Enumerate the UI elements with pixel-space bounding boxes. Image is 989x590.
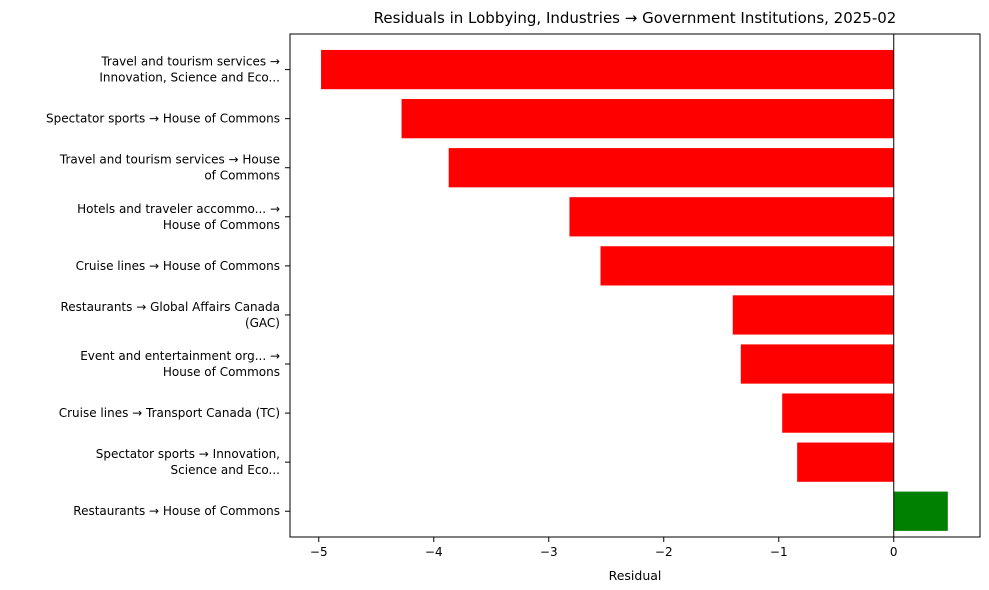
y-tick-label-line: Event and entertainment org... → <box>80 349 280 363</box>
y-tick-label-line: Hotels and traveler accommo... → <box>77 202 280 216</box>
bar-9 <box>893 491 948 531</box>
x-tick-label-5: 0 <box>890 545 898 559</box>
y-tick-label-4: Cruise lines → House of Commons <box>76 259 280 273</box>
y-tick-label-5: Restaurants → Global Affairs Canada (GAC) <box>60 300 280 330</box>
bar-6 <box>740 344 894 384</box>
y-tick-label-3: Hotels and traveler accommo... → House of… <box>77 202 280 232</box>
y-tick-label-line: House of Commons <box>163 218 280 232</box>
y-tick-label-line: Travel and tourism services → <box>100 55 280 69</box>
bars-group <box>321 49 948 531</box>
x-tick-label-2: −3 <box>540 545 558 559</box>
y-tick-label-9: Restaurants → House of Commons <box>73 504 280 518</box>
y-tick-label-line: Spectator sports → Innovation, <box>96 447 280 461</box>
y-tick-label-2: Travel and tourism services → House of Co… <box>59 153 280 183</box>
bar-5 <box>732 295 894 335</box>
y-tick-label-6: Event and entertainment org... → House of… <box>80 349 280 379</box>
y-tick-label-line: Innovation, Science and Eco... <box>99 71 280 85</box>
y-tick-label-line: House of Commons <box>163 365 280 379</box>
y-tick-label-line: Cruise lines → House of Commons <box>76 259 280 273</box>
bar-2 <box>448 148 894 188</box>
y-tick-label-line: Travel and tourism services → House <box>59 153 280 167</box>
plot-frame <box>289 33 981 538</box>
y-tick-label-8: Spectator sports → Innovation, Science an… <box>96 447 280 477</box>
bar-8 <box>797 442 894 482</box>
y-tick-label-line: (GAC) <box>245 316 280 330</box>
x-tick-label-4: −1 <box>770 545 788 559</box>
chart-title: Residuals in Lobbying, Industries → Gove… <box>374 9 897 27</box>
bar-7 <box>782 393 894 433</box>
y-tick-label-1: Spectator sports → House of Commons <box>46 112 280 126</box>
y-tick-label-line: Spectator sports → House of Commons <box>46 112 280 126</box>
y-tick-label-line: Science and Eco... <box>171 463 280 477</box>
y-tick-label-7: Cruise lines → Transport Canada (TC) <box>59 406 280 420</box>
x-tick-label-1: −4 <box>425 545 443 559</box>
y-tick-label-0: Travel and tourism services → Innovation,… <box>99 55 280 85</box>
bar-4 <box>600 246 894 286</box>
bar-1 <box>401 99 894 139</box>
x-axis: −5 −4 −3 −2 −1 0 <box>310 537 898 559</box>
bar-0 <box>321 49 894 90</box>
x-tick-label-0: −5 <box>310 545 328 559</box>
y-tick-label-line: Cruise lines → Transport Canada (TC) <box>59 406 280 420</box>
bar-3 <box>569 197 894 237</box>
y-tick-label-line: Restaurants → Global Affairs Canada <box>60 300 280 314</box>
y-tick-label-line: Restaurants → House of Commons <box>73 504 280 518</box>
y-axis: Travel and tourism services → Innovation,… <box>46 55 290 518</box>
x-axis-label: Residual <box>609 568 662 583</box>
x-tick-label-3: −2 <box>655 545 673 559</box>
y-tick-label-line: of Commons <box>204 169 280 183</box>
